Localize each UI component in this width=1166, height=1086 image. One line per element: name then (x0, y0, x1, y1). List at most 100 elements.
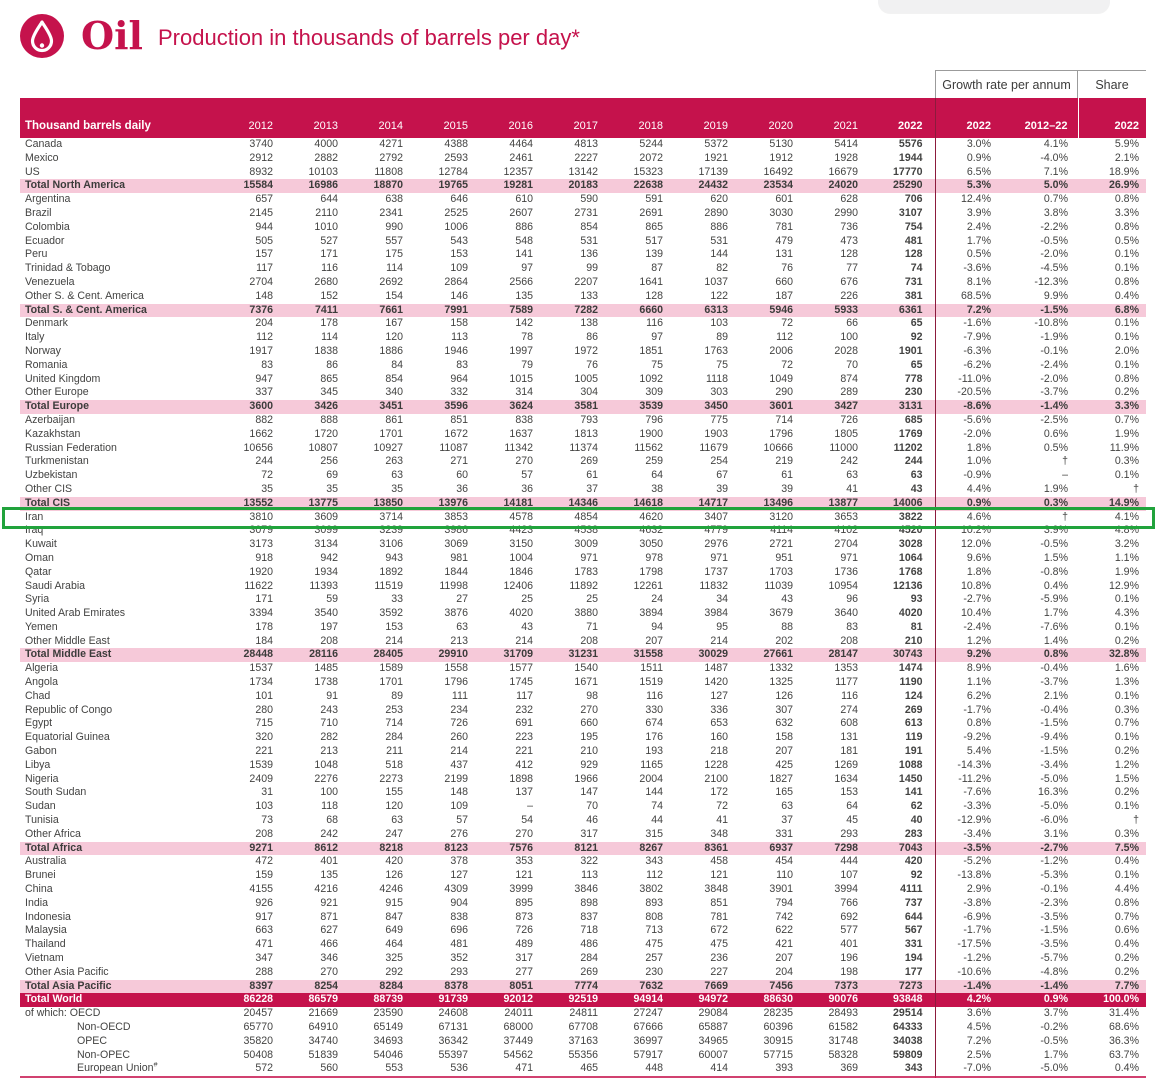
row-label: Other Africa (25, 827, 81, 840)
table-row-total-cis: Total CIS 13552 13775 13850 13976 14181 14346 1… (20, 496, 1146, 511)
growth-2022-cell: 8.9% (966, 662, 991, 675)
value-cell: 2976 (704, 538, 728, 551)
value-cell: 2721 (769, 538, 793, 551)
value-cell: 28235 (763, 1007, 793, 1020)
value-cell: 3028 (870, 538, 936, 552)
value-cell: 8267 (639, 841, 663, 854)
row-label: Other S. & Cent. America (25, 289, 144, 302)
value-cell: 854 (580, 220, 598, 233)
growth-2012-22-cell: 0.3% (1043, 496, 1068, 509)
value-cell: 352 (450, 952, 468, 965)
value-cell: 2882 (314, 151, 338, 164)
value-cell: 3009 (574, 538, 598, 551)
value-cell: 79 (521, 358, 533, 371)
value-cell: 691 (515, 717, 533, 730)
value-cell: 754 (870, 220, 936, 235)
growth-2012-22-cell: 3.1% (1043, 827, 1068, 840)
value-cell: 257 (645, 952, 663, 965)
value-cell: 116 (321, 262, 338, 275)
value-cell: 16986 (308, 179, 338, 192)
growth-2022-cell: 4.4% (966, 482, 991, 495)
value-cell: 83 (846, 620, 858, 633)
table-row-china: China 4155 4216 4246 4309 3999 3846 3802 3848 390… (20, 883, 1146, 897)
value-cell: 128 (645, 289, 663, 302)
value-cell: 290 (775, 386, 793, 399)
growth-2022-cell: -1.7% (963, 703, 991, 716)
growth-2022-cell: 12.0% (960, 538, 991, 551)
value-cell: 90076 (828, 993, 858, 1006)
value-cell: 256 (320, 455, 338, 468)
value-cell: 1005 (574, 372, 598, 385)
share-cell: 0.3% (1114, 455, 1139, 468)
table-row-saudi-arabia: Saudi Arabia 11622 11393 11519 11998 12406 118… (20, 579, 1146, 594)
value-cell: 24608 (438, 1007, 468, 1020)
value-cell: 1997 (509, 344, 533, 357)
value-cell: 893 (645, 896, 663, 909)
growth-2022-cell: -1.6% (963, 317, 991, 330)
value-cell: 21669 (308, 1007, 338, 1020)
column-group-headers: Growth rate per annum Share (935, 70, 1146, 98)
value-cell: 63 (781, 800, 793, 813)
value-cell: 1420 (704, 676, 728, 689)
value-cell: 613 (870, 717, 936, 732)
value-cell: 696 (450, 924, 468, 937)
value-cell: 978 (645, 551, 663, 564)
value-cell: 320 (255, 731, 273, 744)
value-cell: 219 (775, 455, 793, 468)
value-cell: 195 (580, 731, 598, 744)
value-cell: 3740 (249, 138, 273, 150)
value-cell: 210 (580, 745, 598, 758)
value-cell: 6313 (704, 303, 728, 316)
value-cell: 100 (320, 786, 338, 799)
year-header-2017: 2017 (573, 120, 598, 132)
value-cell: 74 (870, 262, 936, 276)
value-cell: 2273 (379, 772, 403, 785)
value-cell: 75 (651, 358, 663, 371)
value-cell: 270 (580, 703, 598, 716)
value-cell: 1796 (444, 676, 468, 689)
value-cell: 12136 (870, 579, 936, 594)
value-cell: 3050 (639, 538, 663, 551)
value-cell: 1701 (379, 676, 403, 689)
share-cell: 1.5% (1114, 772, 1139, 785)
value-cell: 11393 (309, 579, 338, 592)
page-title: Oil (81, 13, 143, 58)
value-cell: 929 (580, 758, 598, 771)
value-cell: 289 (840, 386, 858, 399)
table-row-iran: Iran 3810 3609 3714 3853 4578 4854 4620 3407 3120… (20, 510, 1146, 525)
value-cell: 126 (775, 689, 793, 702)
value-cell: 4020 (509, 607, 533, 620)
share-cell: 1.6% (1114, 662, 1139, 675)
value-cell: 3596 (444, 400, 468, 413)
value-cell: 1537 (249, 662, 273, 675)
value-cell: 133 (580, 289, 598, 302)
value-cell: 13850 (373, 496, 403, 509)
value-cell: 353 (515, 855, 533, 868)
value-cell: 34 (716, 593, 728, 606)
growth-2022-cell: 0.9% (966, 496, 991, 509)
value-cell: 83 (261, 358, 273, 371)
value-cell: 2409 (249, 772, 273, 785)
value-cell: 1006 (444, 220, 468, 233)
value-cell: 1898 (509, 772, 533, 785)
value-cell: 3426 (314, 400, 338, 413)
value-cell: 181 (840, 745, 858, 758)
value-cell: 6660 (639, 303, 663, 316)
value-cell: 98 (586, 689, 598, 702)
growth-2022-cell: 68.5% (960, 289, 991, 302)
table-row-turkmenistan: Turkmenistan 244 256 263 271 270 269 259 254 219 2… (20, 455, 1146, 470)
value-cell: 39 (716, 482, 728, 495)
value-cell: 1701 (379, 427, 403, 440)
year-header-2020: 2020 (768, 120, 793, 132)
row-label: Iran (25, 510, 44, 523)
value-cell: 3901 (769, 883, 793, 896)
share-cell: 31.4% (1108, 1007, 1139, 1020)
value-cell: 8932 (249, 165, 273, 178)
share-cell: 0.8% (1114, 220, 1139, 233)
value-cell: 3894 (639, 607, 663, 620)
value-cell: 325 (385, 952, 403, 965)
value-cell: 886 (515, 220, 533, 233)
share-cell: 5.9% (1114, 138, 1139, 150)
value-cell: 2341 (379, 206, 403, 219)
value-cell: 147 (580, 786, 598, 799)
